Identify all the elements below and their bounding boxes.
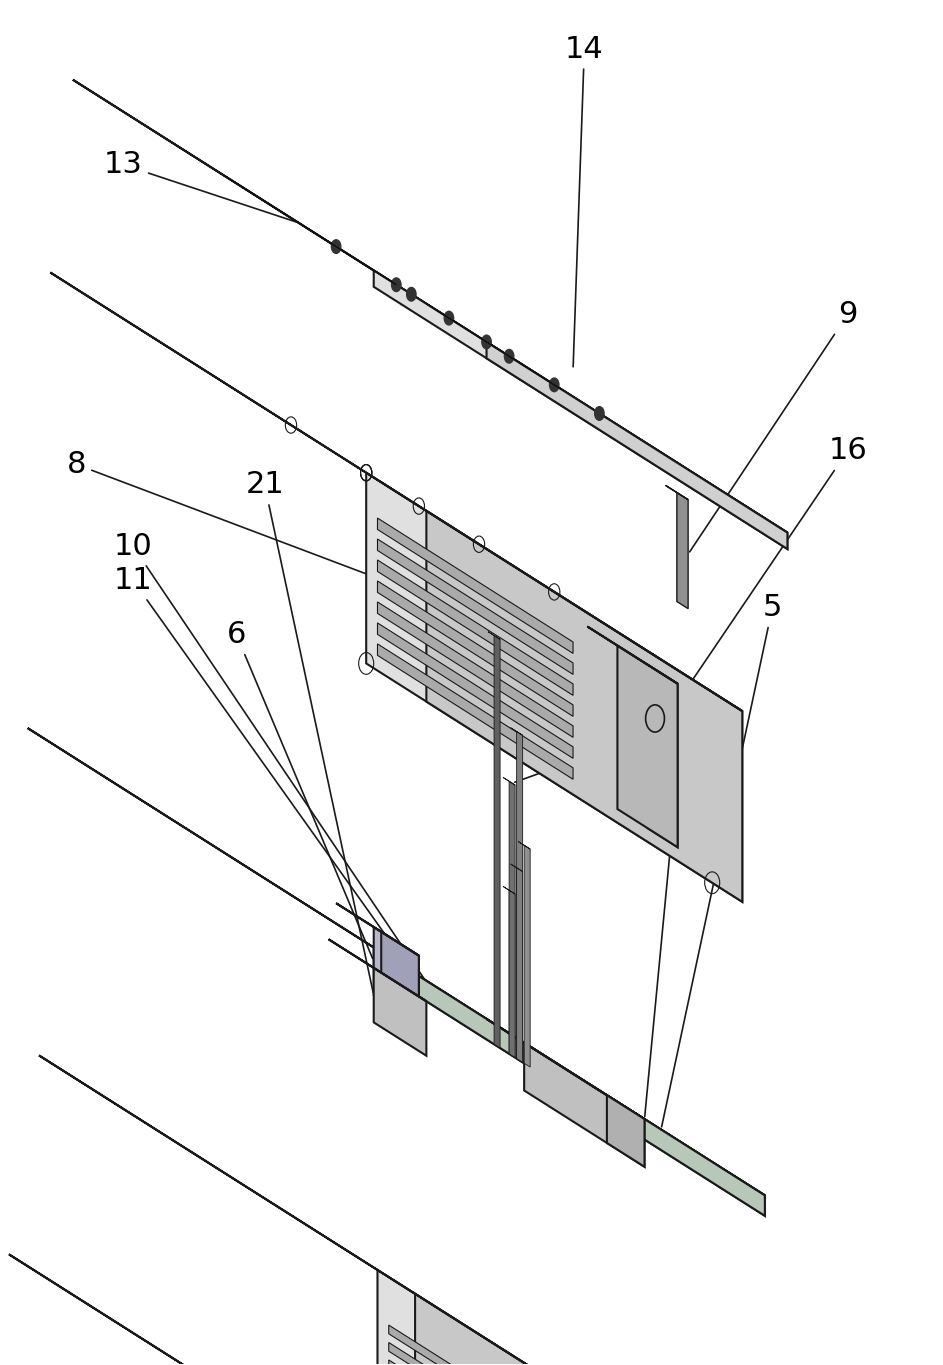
Polygon shape <box>373 270 787 549</box>
Circle shape <box>331 240 340 254</box>
Polygon shape <box>426 511 742 902</box>
Text: 8: 8 <box>67 450 387 581</box>
Polygon shape <box>381 932 419 1024</box>
Polygon shape <box>389 1360 585 1365</box>
Polygon shape <box>517 868 522 1062</box>
Polygon shape <box>415 1294 753 1365</box>
Polygon shape <box>373 947 765 1216</box>
Polygon shape <box>445 315 464 328</box>
Polygon shape <box>494 636 500 1048</box>
Polygon shape <box>607 1095 644 1167</box>
Polygon shape <box>400 287 419 299</box>
Polygon shape <box>27 728 765 1196</box>
Polygon shape <box>373 927 419 1024</box>
Polygon shape <box>373 968 426 1055</box>
Text: 17: 17 <box>503 640 622 677</box>
Polygon shape <box>396 962 441 991</box>
Polygon shape <box>377 539 573 674</box>
Circle shape <box>505 349 514 363</box>
Circle shape <box>406 288 416 302</box>
Polygon shape <box>524 1043 644 1167</box>
Polygon shape <box>73 79 787 532</box>
Polygon shape <box>587 627 678 684</box>
Polygon shape <box>518 841 530 849</box>
Polygon shape <box>389 1343 585 1365</box>
Text: 5: 5 <box>662 592 782 1127</box>
Polygon shape <box>488 632 500 639</box>
Polygon shape <box>510 728 522 736</box>
Polygon shape <box>720 1167 765 1196</box>
Polygon shape <box>419 976 765 1216</box>
Polygon shape <box>524 845 530 1067</box>
Text: 21: 21 <box>245 471 373 992</box>
Circle shape <box>550 378 559 392</box>
Polygon shape <box>504 886 515 894</box>
Polygon shape <box>426 304 562 389</box>
Polygon shape <box>509 890 515 1058</box>
Text: 19: 19 <box>515 715 679 782</box>
Polygon shape <box>39 1055 753 1365</box>
Polygon shape <box>389 1325 585 1365</box>
Polygon shape <box>351 934 396 962</box>
Text: 6: 6 <box>226 620 372 958</box>
Polygon shape <box>517 732 522 1062</box>
Polygon shape <box>50 273 742 711</box>
Polygon shape <box>487 1018 644 1119</box>
Circle shape <box>444 311 454 325</box>
Text: 9: 9 <box>689 300 857 551</box>
Text: 18: 18 <box>522 681 651 733</box>
Polygon shape <box>27 728 73 756</box>
Polygon shape <box>377 517 573 654</box>
Polygon shape <box>377 622 573 759</box>
Polygon shape <box>510 864 522 872</box>
Polygon shape <box>487 343 787 549</box>
Polygon shape <box>377 1269 753 1365</box>
Polygon shape <box>677 493 688 609</box>
Text: 10: 10 <box>114 532 447 1013</box>
Polygon shape <box>8 1254 784 1365</box>
Polygon shape <box>666 486 688 500</box>
Polygon shape <box>648 665 678 848</box>
Text: 11: 11 <box>114 566 409 969</box>
Text: 14: 14 <box>565 34 604 367</box>
Polygon shape <box>468 330 487 343</box>
Circle shape <box>391 278 401 292</box>
Text: 16: 16 <box>649 437 867 744</box>
Circle shape <box>595 407 604 420</box>
Polygon shape <box>377 602 573 737</box>
Circle shape <box>482 336 491 348</box>
Polygon shape <box>422 302 441 314</box>
Polygon shape <box>509 781 515 1058</box>
Polygon shape <box>504 778 515 785</box>
Polygon shape <box>377 644 573 779</box>
Polygon shape <box>336 904 419 955</box>
Polygon shape <box>366 472 742 902</box>
Polygon shape <box>223 175 396 285</box>
Polygon shape <box>377 581 573 717</box>
Polygon shape <box>618 646 678 848</box>
Polygon shape <box>328 939 426 1002</box>
Polygon shape <box>377 560 573 695</box>
Polygon shape <box>377 273 396 285</box>
Text: 13: 13 <box>104 150 296 222</box>
Text: 20: 20 <box>645 749 698 1117</box>
